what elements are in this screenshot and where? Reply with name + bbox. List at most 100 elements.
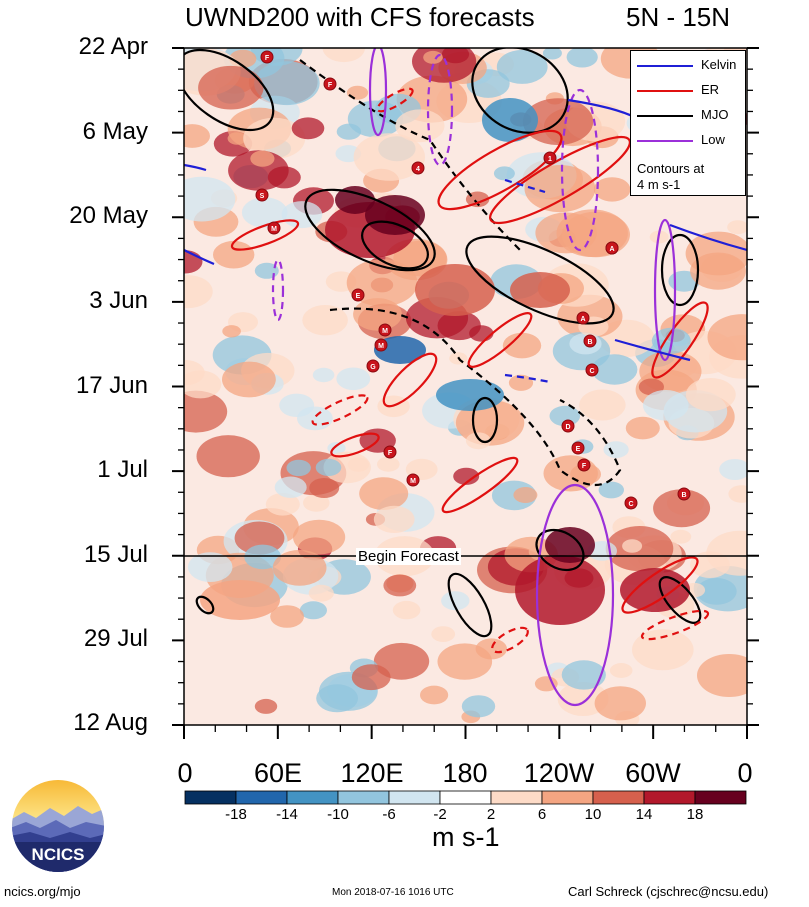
anomaly-cell — [535, 212, 597, 254]
tc-marker: S — [255, 188, 269, 202]
tc-marker: B — [583, 334, 597, 348]
anomaly-core — [482, 98, 538, 142]
x-tick-label: 0 — [737, 758, 753, 788]
colorbar-tick-label: 18 — [686, 806, 704, 823]
legend-line-er — [637, 90, 693, 92]
anomaly-cell — [272, 549, 327, 586]
y-tick-label: 29 Jul — [83, 625, 148, 652]
colorbar-swatch — [388, 790, 441, 805]
er-contour — [491, 626, 529, 654]
anomaly-cell — [184, 360, 205, 386]
legend-label: Kelvin — [701, 57, 737, 72]
anomaly-core — [510, 272, 570, 308]
tc-marker: 1 — [543, 151, 557, 165]
colorbar-tick-label: 6 — [537, 806, 547, 823]
anomaly-cell — [728, 485, 747, 503]
er-contour — [441, 456, 519, 514]
anomaly-cell — [670, 529, 692, 544]
colorbar-tick-label: 14 — [635, 806, 653, 823]
tc-marker-label: G — [370, 364, 376, 371]
anomaly-cell — [353, 298, 402, 331]
anomaly-cell — [187, 552, 233, 582]
legend-line-mjo — [637, 115, 693, 117]
tc-marker: A — [576, 311, 590, 325]
tc-marker-label: C — [589, 368, 594, 375]
anomaly-cell — [250, 150, 275, 167]
legend-item-kelvin: Kelvin — [631, 55, 747, 77]
tc-marker: M — [374, 338, 388, 352]
anomaly-cell — [441, 591, 470, 611]
tc-marker-icon — [260, 50, 274, 64]
tc-marker-icon — [677, 487, 691, 501]
colorbar-swatch — [694, 790, 747, 805]
anomaly-cell — [653, 489, 711, 528]
anomaly-cell — [309, 478, 340, 498]
low-contour — [560, 88, 600, 252]
colorbar-swatch — [592, 790, 645, 805]
colorbar-swatch — [643, 790, 696, 805]
er-contour — [330, 432, 380, 458]
anomaly-cell — [513, 487, 538, 503]
colorbar-swatch — [184, 790, 237, 805]
anomaly-cell — [579, 389, 626, 421]
y-tick-label: 6 May — [82, 118, 148, 145]
x-tick-label: 120E — [340, 758, 404, 788]
mjo-contour — [658, 576, 702, 624]
er-contour — [651, 301, 709, 379]
anomaly-cell — [308, 584, 334, 602]
colorbar-tick-label: -10 — [327, 806, 349, 823]
anomaly-cell — [697, 654, 747, 697]
tc-marker-icon — [378, 323, 392, 337]
colorbar-swatch — [235, 790, 288, 805]
tc-marker-label: M — [271, 226, 277, 233]
tc-marker-label: A — [580, 316, 585, 323]
anomaly-cell — [496, 49, 548, 84]
anomaly-cell — [196, 435, 260, 478]
anomaly-cell — [336, 123, 362, 140]
anomaly-cell — [395, 109, 445, 143]
tc-marker: M — [378, 323, 392, 337]
begin-forecast-label: Begin Forecast — [356, 548, 461, 565]
tc-marker-label: E — [576, 446, 581, 453]
tc-marker-label: 4 — [416, 166, 420, 173]
tc-marker-icon — [255, 188, 269, 202]
legend-label: Low — [701, 132, 725, 147]
tc-marker: C — [585, 363, 599, 377]
anomaly-cell — [254, 61, 320, 106]
footer-site: ncics.org/mjo — [4, 884, 81, 899]
anomaly-core — [335, 186, 375, 214]
logo-text: NCICS — [32, 845, 85, 864]
anomaly-cell — [423, 50, 443, 64]
tc-marker: F — [383, 445, 397, 459]
x-tick-label: 180 — [442, 758, 488, 788]
tc-marker-label: F — [388, 450, 393, 457]
tc-marker-label: B — [587, 339, 592, 346]
y-tick-label: 12 Aug — [73, 709, 148, 736]
mjo-contour — [660, 233, 700, 307]
tc-marker: F — [260, 50, 274, 64]
legend-note-line1: Contours at — [637, 161, 705, 176]
er-contour — [311, 394, 369, 426]
tc-marker: A — [605, 241, 619, 255]
anomaly-cell — [392, 600, 421, 620]
anomaly-cell — [279, 393, 315, 417]
anomaly-cell — [299, 601, 327, 620]
footer-author: Carl Schreck (cjschrec@ncsu.edu) — [568, 884, 769, 899]
tc-marker: E — [351, 288, 365, 302]
tc-marker-icon — [624, 496, 638, 510]
anomaly-cell — [566, 48, 598, 68]
anomaly-cell — [502, 332, 542, 359]
anomaly-cell — [625, 416, 660, 440]
anomaly-cell — [461, 695, 496, 718]
anomaly-cell — [336, 367, 371, 391]
colorbar-tick-label: -14 — [276, 806, 298, 823]
tc-marker-icon — [576, 311, 590, 325]
anomaly-cell — [508, 374, 534, 391]
kelvin-contour — [669, 223, 747, 252]
tc-marker: B — [677, 487, 691, 501]
anomaly-cell — [719, 459, 747, 480]
anomaly-core — [515, 555, 605, 625]
colorbar-units: m s-1 — [432, 822, 500, 852]
low-contour — [653, 218, 677, 362]
colorbar-tick-label: 2 — [486, 806, 496, 823]
